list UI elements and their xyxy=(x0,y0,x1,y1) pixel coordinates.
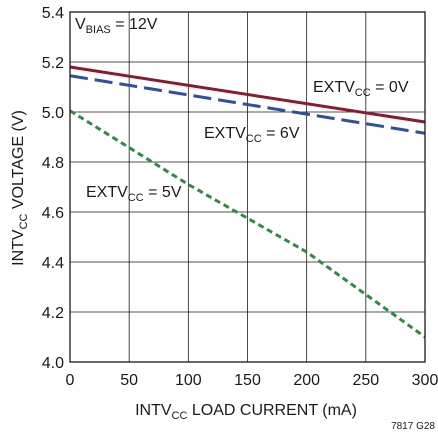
plot-frame xyxy=(69,11,426,363)
y-tick-label: 5.4 xyxy=(42,5,64,22)
x-tick-label: 50 xyxy=(120,372,138,389)
y-tick-label: 5.2 xyxy=(42,55,64,72)
x-axis-label: INTVCC LOAD CURRENT (mA) xyxy=(135,402,357,422)
y-tick-label: 4.0 xyxy=(42,355,64,372)
x-tick-label: 0 xyxy=(66,372,75,389)
y-axis-label: INTVCC VOLTAGE (V) xyxy=(10,110,30,266)
series-label-extvcc-5v: EXTVCC = 5V xyxy=(86,184,182,204)
series-lines xyxy=(69,65,426,339)
series-label-extvcc-6v: EXTVCC = 6V xyxy=(204,125,300,145)
y-tick-label: 5.0 xyxy=(42,105,64,122)
y-tick-label: 4.6 xyxy=(42,205,64,222)
y-tick-label: 4.8 xyxy=(42,155,64,172)
x-tick-label: 100 xyxy=(175,372,202,389)
y-tick-label: 4.4 xyxy=(42,255,64,272)
y-tick-label: 4.2 xyxy=(42,305,64,322)
x-tick-label: 200 xyxy=(293,372,320,389)
series-label-extvcc-0v: EXTVCC = 0V xyxy=(313,79,409,99)
x-tick-label: 300 xyxy=(412,372,438,389)
tick-labels: 0 50 100 150 200 250 300 4.0 4.2 4.4 4.6 4.8 5.0 5.2 5… xyxy=(42,5,438,389)
annotation-vbias: VBIAS = 12V xyxy=(75,16,158,36)
x-tick-label: 150 xyxy=(234,372,261,389)
figure-id: 7817 G28 xyxy=(391,421,435,432)
x-tick-label: 250 xyxy=(352,372,379,389)
series-line-extvcc-0v xyxy=(69,65,426,124)
series-line-extvcc-6v xyxy=(69,74,426,135)
